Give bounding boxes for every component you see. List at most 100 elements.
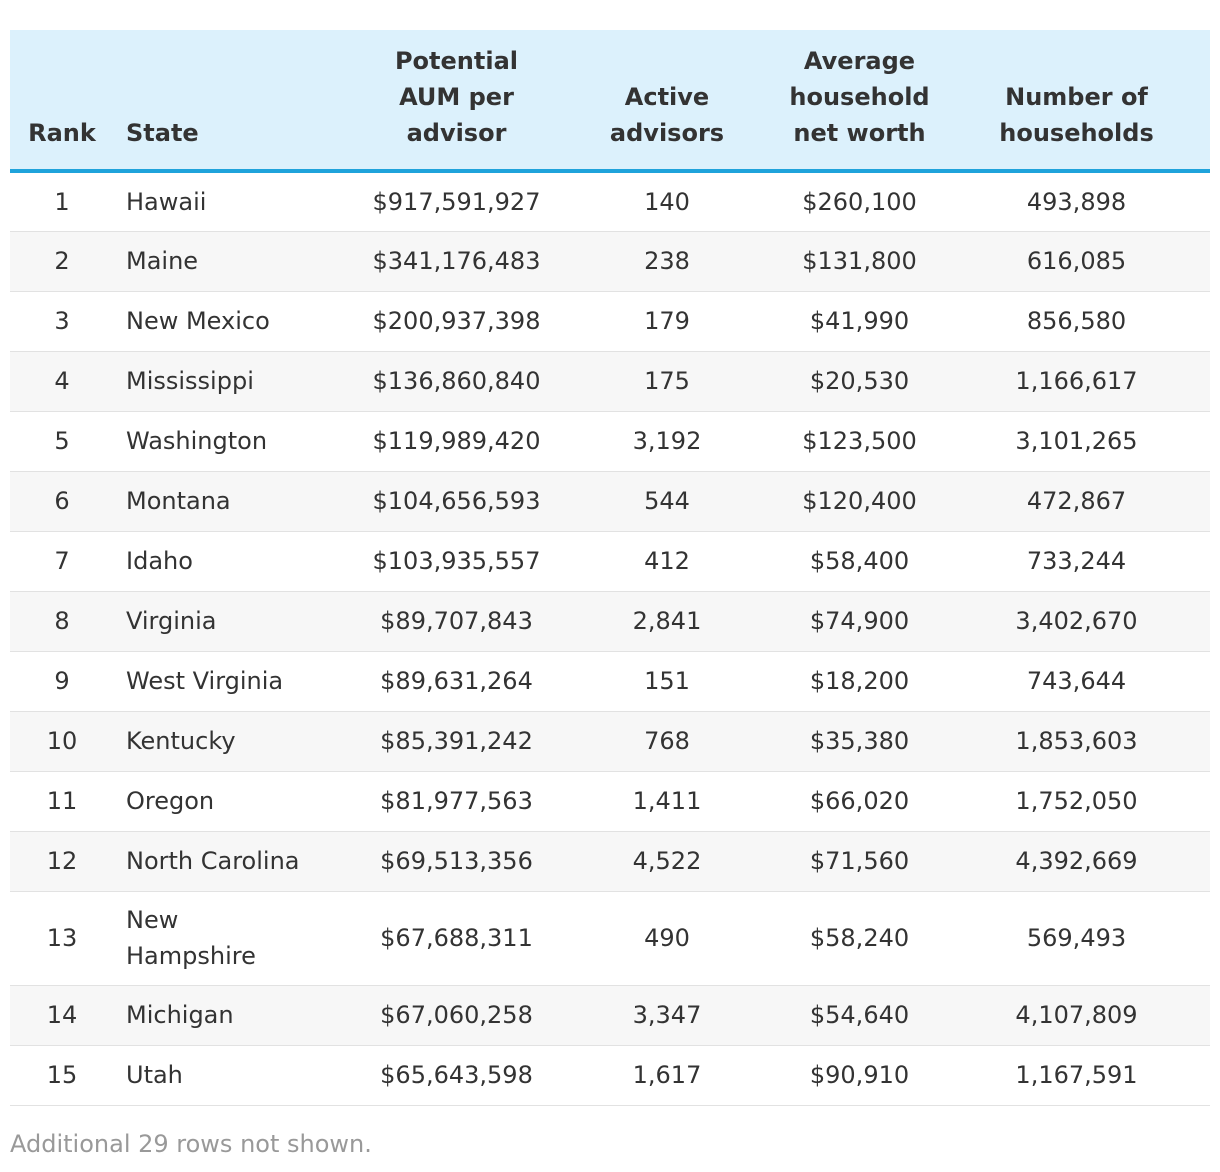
- cell-avg-net-worth: $90,910: [776, 1045, 943, 1106]
- cell-households: 4,392,669: [943, 831, 1210, 892]
- cell-rank-text: 2: [54, 247, 70, 275]
- cell-avg-net-worth: $18,200: [776, 651, 943, 712]
- cell-active-advisors-text: 768: [644, 727, 690, 755]
- cell-state-text: Idaho: [126, 547, 193, 575]
- cell-active-advisors: 175: [558, 351, 776, 412]
- cell-rank-text: 7: [54, 547, 70, 575]
- column-header-avg-net-worth: Average household net worth: [776, 30, 943, 173]
- cell-rank-text: 10: [46, 727, 78, 755]
- cell-avg-net-worth: $260,100: [776, 171, 943, 232]
- cell-potential-aum: $85,391,242: [355, 711, 558, 772]
- cell-avg-net-worth-text: $20,530: [809, 367, 910, 395]
- cell-potential-aum-text: $341,176,483: [372, 247, 541, 275]
- table-row: 1 Hawaii $917,591,927 140 $260,100 493,898: [10, 171, 1210, 232]
- cell-households-text: 1,166,617: [1015, 367, 1138, 395]
- cell-avg-net-worth-text: $120,400: [802, 487, 917, 515]
- cell-households: 1,167,591: [943, 1045, 1210, 1106]
- cell-avg-net-worth: $58,240: [776, 891, 943, 986]
- cell-potential-aum: $67,688,311: [355, 891, 558, 986]
- cell-state: Utah: [114, 1045, 355, 1106]
- cell-households: 616,085: [943, 231, 1210, 292]
- cell-state: Kentucky: [114, 711, 355, 772]
- cell-avg-net-worth: $20,530: [776, 351, 943, 412]
- cell-rank: 2: [10, 231, 114, 292]
- table-row: 3 New Mexico $200,937,398 179 $41,990 856,580: [10, 291, 1210, 352]
- cell-active-advisors: 412: [558, 531, 776, 592]
- cell-households-text: 493,898: [1026, 187, 1127, 216]
- cell-avg-net-worth: $66,020: [776, 771, 943, 832]
- cell-rank: 11: [10, 771, 114, 832]
- cell-avg-net-worth: $58,400: [776, 531, 943, 592]
- cell-households-text: 4,107,809: [1015, 1001, 1138, 1029]
- cell-avg-net-worth-text: $35,380: [809, 727, 910, 755]
- cell-potential-aum: $69,513,356: [355, 831, 558, 892]
- cell-avg-net-worth-text: $66,020: [809, 787, 910, 815]
- cell-households: 3,101,265: [943, 411, 1210, 472]
- cell-state: Oregon: [114, 771, 355, 832]
- cell-potential-aum-text: $89,631,264: [380, 667, 533, 695]
- cell-active-advisors-text: 1,617: [632, 1061, 702, 1089]
- cell-potential-aum-text: $89,707,843: [380, 607, 533, 635]
- cell-state-text: North Carolina: [126, 847, 300, 875]
- cell-avg-net-worth-text: $71,560: [809, 847, 910, 875]
- cell-rank-text: 12: [46, 847, 78, 875]
- cell-households-text: 3,402,670: [1015, 607, 1138, 635]
- cell-active-advisors: 151: [558, 651, 776, 712]
- cell-state-text: New Mexico: [126, 307, 270, 335]
- cell-active-advisors: 1,617: [558, 1045, 776, 1106]
- cell-potential-aum: $200,937,398: [355, 291, 558, 352]
- cell-avg-net-worth-text: $41,990: [809, 307, 910, 335]
- cell-active-advisors: 179: [558, 291, 776, 352]
- cell-rank-text: 9: [54, 667, 70, 695]
- cell-households: 743,644: [943, 651, 1210, 712]
- cell-active-advisors-text: 2,841: [632, 607, 702, 635]
- cell-state-text: Mississippi: [126, 367, 254, 395]
- cell-avg-net-worth-text: $131,800: [802, 247, 917, 275]
- cell-avg-net-worth-text: $58,240: [809, 924, 910, 952]
- cell-rank: 15: [10, 1045, 114, 1106]
- cell-state-text: Utah: [126, 1061, 183, 1089]
- cell-avg-net-worth: $41,990: [776, 291, 943, 352]
- table-row: 10 Kentucky $85,391,242 768 $35,380 1,853,603: [10, 711, 1210, 772]
- cell-rank: 8: [10, 591, 114, 652]
- cell-households: 493,898: [943, 171, 1210, 232]
- cell-potential-aum: $89,707,843: [355, 591, 558, 652]
- table-body: 1 Hawaii $917,591,927 140 $260,100 493,898 2 Ma…: [10, 171, 1210, 1106]
- cell-potential-aum: $917,591,927: [355, 171, 558, 232]
- cell-active-advisors-text: 490: [644, 924, 690, 952]
- cell-potential-aum: $89,631,264: [355, 651, 558, 712]
- cell-potential-aum-text: $103,935,557: [372, 547, 541, 575]
- table-row: 12 North Carolina $69,513,356 4,522 $71,560 4…: [10, 831, 1210, 892]
- cell-avg-net-worth-text: $18,200: [809, 667, 910, 695]
- cell-households-text: 1,853,603: [1015, 727, 1138, 755]
- cell-state: Hawaii: [114, 171, 355, 232]
- cell-avg-net-worth-text: $74,900: [809, 607, 910, 635]
- cell-active-advisors: 490: [558, 891, 776, 986]
- cell-state: New Mexico: [114, 291, 355, 352]
- table-row: 8 Virginia $89,707,843 2,841 $74,900 3,402,67…: [10, 591, 1210, 652]
- cell-state: Maine: [114, 231, 355, 292]
- cell-state: Virginia: [114, 591, 355, 652]
- cell-active-advisors-text: 175: [644, 367, 690, 395]
- cell-rank: 6: [10, 471, 114, 532]
- footnote: Additional 29 rows not shown.: [10, 1130, 372, 1158]
- cell-avg-net-worth: $35,380: [776, 711, 943, 772]
- cell-rank-text: 5: [54, 427, 70, 455]
- column-header-active-advisors: Active advisors: [558, 30, 776, 173]
- cell-households-text: 4,392,669: [1015, 847, 1138, 875]
- cell-state: Mississippi: [114, 351, 355, 412]
- cell-potential-aum: $65,643,598: [355, 1045, 558, 1106]
- cell-potential-aum-text: $65,643,598: [380, 1061, 533, 1089]
- cell-active-advisors-text: 140: [644, 187, 690, 216]
- cell-active-advisors-text: 1,411: [632, 787, 702, 815]
- cell-households-text: 856,580: [1026, 307, 1127, 335]
- table-row: 14 Michigan $67,060,258 3,347 $54,640 4,107,8…: [10, 985, 1210, 1046]
- cell-active-advisors: 140: [558, 171, 776, 232]
- cell-state-text: New Hampshire: [126, 906, 256, 970]
- cell-state-text: Virginia: [126, 607, 217, 635]
- cell-households-text: 616,085: [1026, 247, 1127, 275]
- table-row: 13 New Hampshire $67,688,311 490 $58,240 569,…: [10, 891, 1210, 986]
- cell-avg-net-worth-text: $58,400: [809, 547, 910, 575]
- cell-households-text: 1,752,050: [1015, 787, 1138, 815]
- cell-state-text: Washington: [126, 427, 268, 455]
